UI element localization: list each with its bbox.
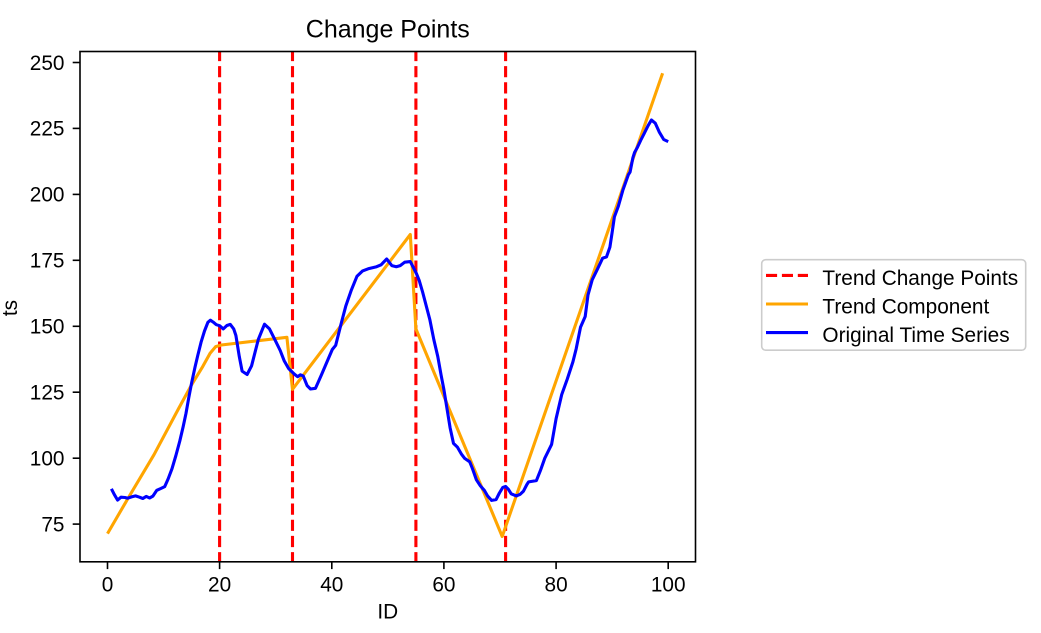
svg-text:60: 60 [432, 574, 455, 597]
svg-text:Trend Component: Trend Component [822, 296, 989, 319]
svg-text:40: 40 [320, 574, 343, 597]
svg-text:ts: ts [0, 300, 22, 316]
svg-text:75: 75 [41, 513, 64, 536]
svg-text:ID: ID [377, 600, 398, 623]
svg-text:80: 80 [545, 574, 568, 597]
svg-text:125: 125 [30, 382, 65, 405]
svg-text:100: 100 [651, 574, 686, 597]
svg-text:0: 0 [102, 574, 114, 597]
svg-text:250: 250 [30, 52, 65, 75]
svg-text:150: 150 [30, 316, 65, 339]
svg-text:200: 200 [30, 184, 65, 207]
svg-text:20: 20 [208, 574, 231, 597]
svg-text:225: 225 [30, 118, 65, 141]
svg-text:Trend Change Points: Trend Change Points [822, 267, 1018, 290]
svg-text:Change Points: Change Points [306, 16, 470, 44]
svg-text:100: 100 [30, 448, 65, 471]
svg-text:Original Time Series: Original Time Series [822, 324, 1009, 347]
svg-text:175: 175 [30, 250, 65, 273]
